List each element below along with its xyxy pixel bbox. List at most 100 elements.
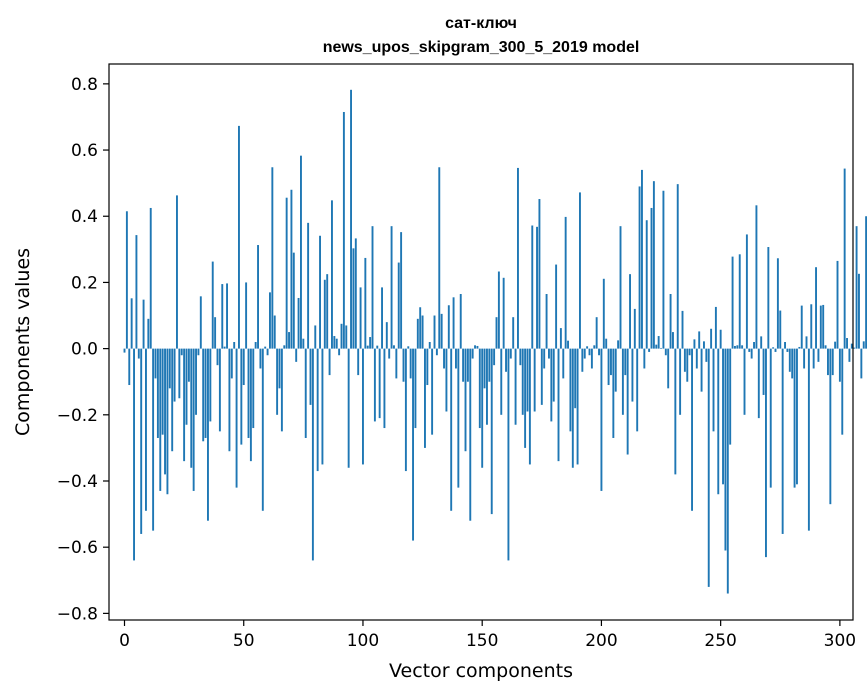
y-tick-label: −0.4 (57, 472, 98, 492)
bar (679, 348, 682, 415)
bar (662, 190, 665, 349)
bar (455, 348, 457, 369)
bar (385, 322, 388, 349)
bar (290, 189, 293, 349)
bar (195, 348, 197, 415)
bar (760, 336, 763, 349)
bar (559, 328, 562, 349)
bar (130, 298, 133, 349)
bar (304, 348, 307, 438)
bar (199, 296, 202, 349)
bar (586, 346, 589, 349)
bar (149, 207, 152, 349)
bar (390, 226, 393, 349)
bar (433, 315, 436, 349)
bar (409, 348, 412, 379)
bar (798, 346, 801, 349)
bar (674, 348, 677, 475)
bar (421, 315, 424, 349)
bar (152, 348, 155, 531)
bar (791, 348, 794, 379)
bar (371, 226, 374, 349)
bar (734, 345, 736, 349)
bar (395, 348, 398, 379)
bar (786, 348, 789, 352)
bars-group (123, 89, 867, 594)
bar (342, 111, 345, 349)
bar (178, 348, 181, 399)
bar (648, 348, 651, 352)
bar (860, 348, 863, 379)
bar (407, 346, 410, 349)
y-tick-label: −0.6 (57, 538, 98, 558)
bar (517, 167, 519, 349)
bar (366, 345, 369, 349)
bar (745, 234, 748, 349)
bar (280, 348, 283, 432)
bar (140, 348, 143, 534)
bar (657, 336, 660, 349)
bar (166, 348, 169, 495)
bar (216, 348, 219, 366)
bar (176, 195, 178, 349)
bar (269, 292, 271, 349)
bar (848, 348, 851, 362)
bar (633, 308, 636, 349)
bar (302, 338, 305, 349)
bar (316, 348, 319, 472)
bar (855, 226, 858, 349)
bar (836, 260, 839, 349)
bar (381, 287, 383, 349)
y-tick-label: 0.2 (71, 273, 98, 293)
bar (743, 348, 746, 415)
bar (223, 346, 226, 349)
bar (185, 348, 188, 425)
bar (271, 167, 274, 349)
bar (397, 262, 400, 349)
bar (266, 348, 269, 356)
bar (555, 264, 558, 349)
bar (419, 307, 422, 349)
bar (278, 348, 281, 389)
bar (376, 345, 379, 349)
bar (748, 348, 751, 352)
chart-title-line-1: сат-ключ (445, 15, 517, 32)
bar (309, 348, 312, 405)
bar (805, 336, 808, 349)
bar (776, 258, 779, 349)
bar (688, 348, 691, 356)
bar (471, 348, 474, 359)
bar (261, 348, 264, 511)
bar (297, 297, 300, 349)
y-tick-label: −0.2 (57, 406, 98, 426)
y-axis-ticks: −0.8 −0.6 −0.4 −0.2 0.0 0.2 0.4 0.6 0.8 (57, 75, 109, 624)
bar (424, 348, 426, 448)
bar (822, 304, 825, 349)
bar (326, 274, 329, 349)
bar (846, 338, 848, 349)
bar (352, 248, 355, 349)
bar (707, 348, 710, 587)
bar (676, 184, 679, 349)
bar (159, 348, 162, 491)
bar (793, 348, 796, 488)
bar (850, 343, 853, 349)
bar (133, 348, 135, 561)
bar (624, 348, 627, 376)
bar (500, 348, 503, 415)
bar (512, 317, 515, 349)
bar (340, 323, 343, 349)
bar (247, 348, 250, 438)
bar (238, 125, 240, 349)
bar (412, 348, 414, 541)
bar (245, 282, 248, 349)
bar (664, 348, 667, 356)
bar (714, 306, 717, 349)
bar (528, 348, 531, 465)
bar (617, 340, 620, 349)
x-tick-label: 200 (585, 631, 617, 651)
bar (292, 252, 295, 349)
bar (643, 348, 646, 369)
bar (211, 261, 214, 349)
bar (600, 348, 603, 491)
